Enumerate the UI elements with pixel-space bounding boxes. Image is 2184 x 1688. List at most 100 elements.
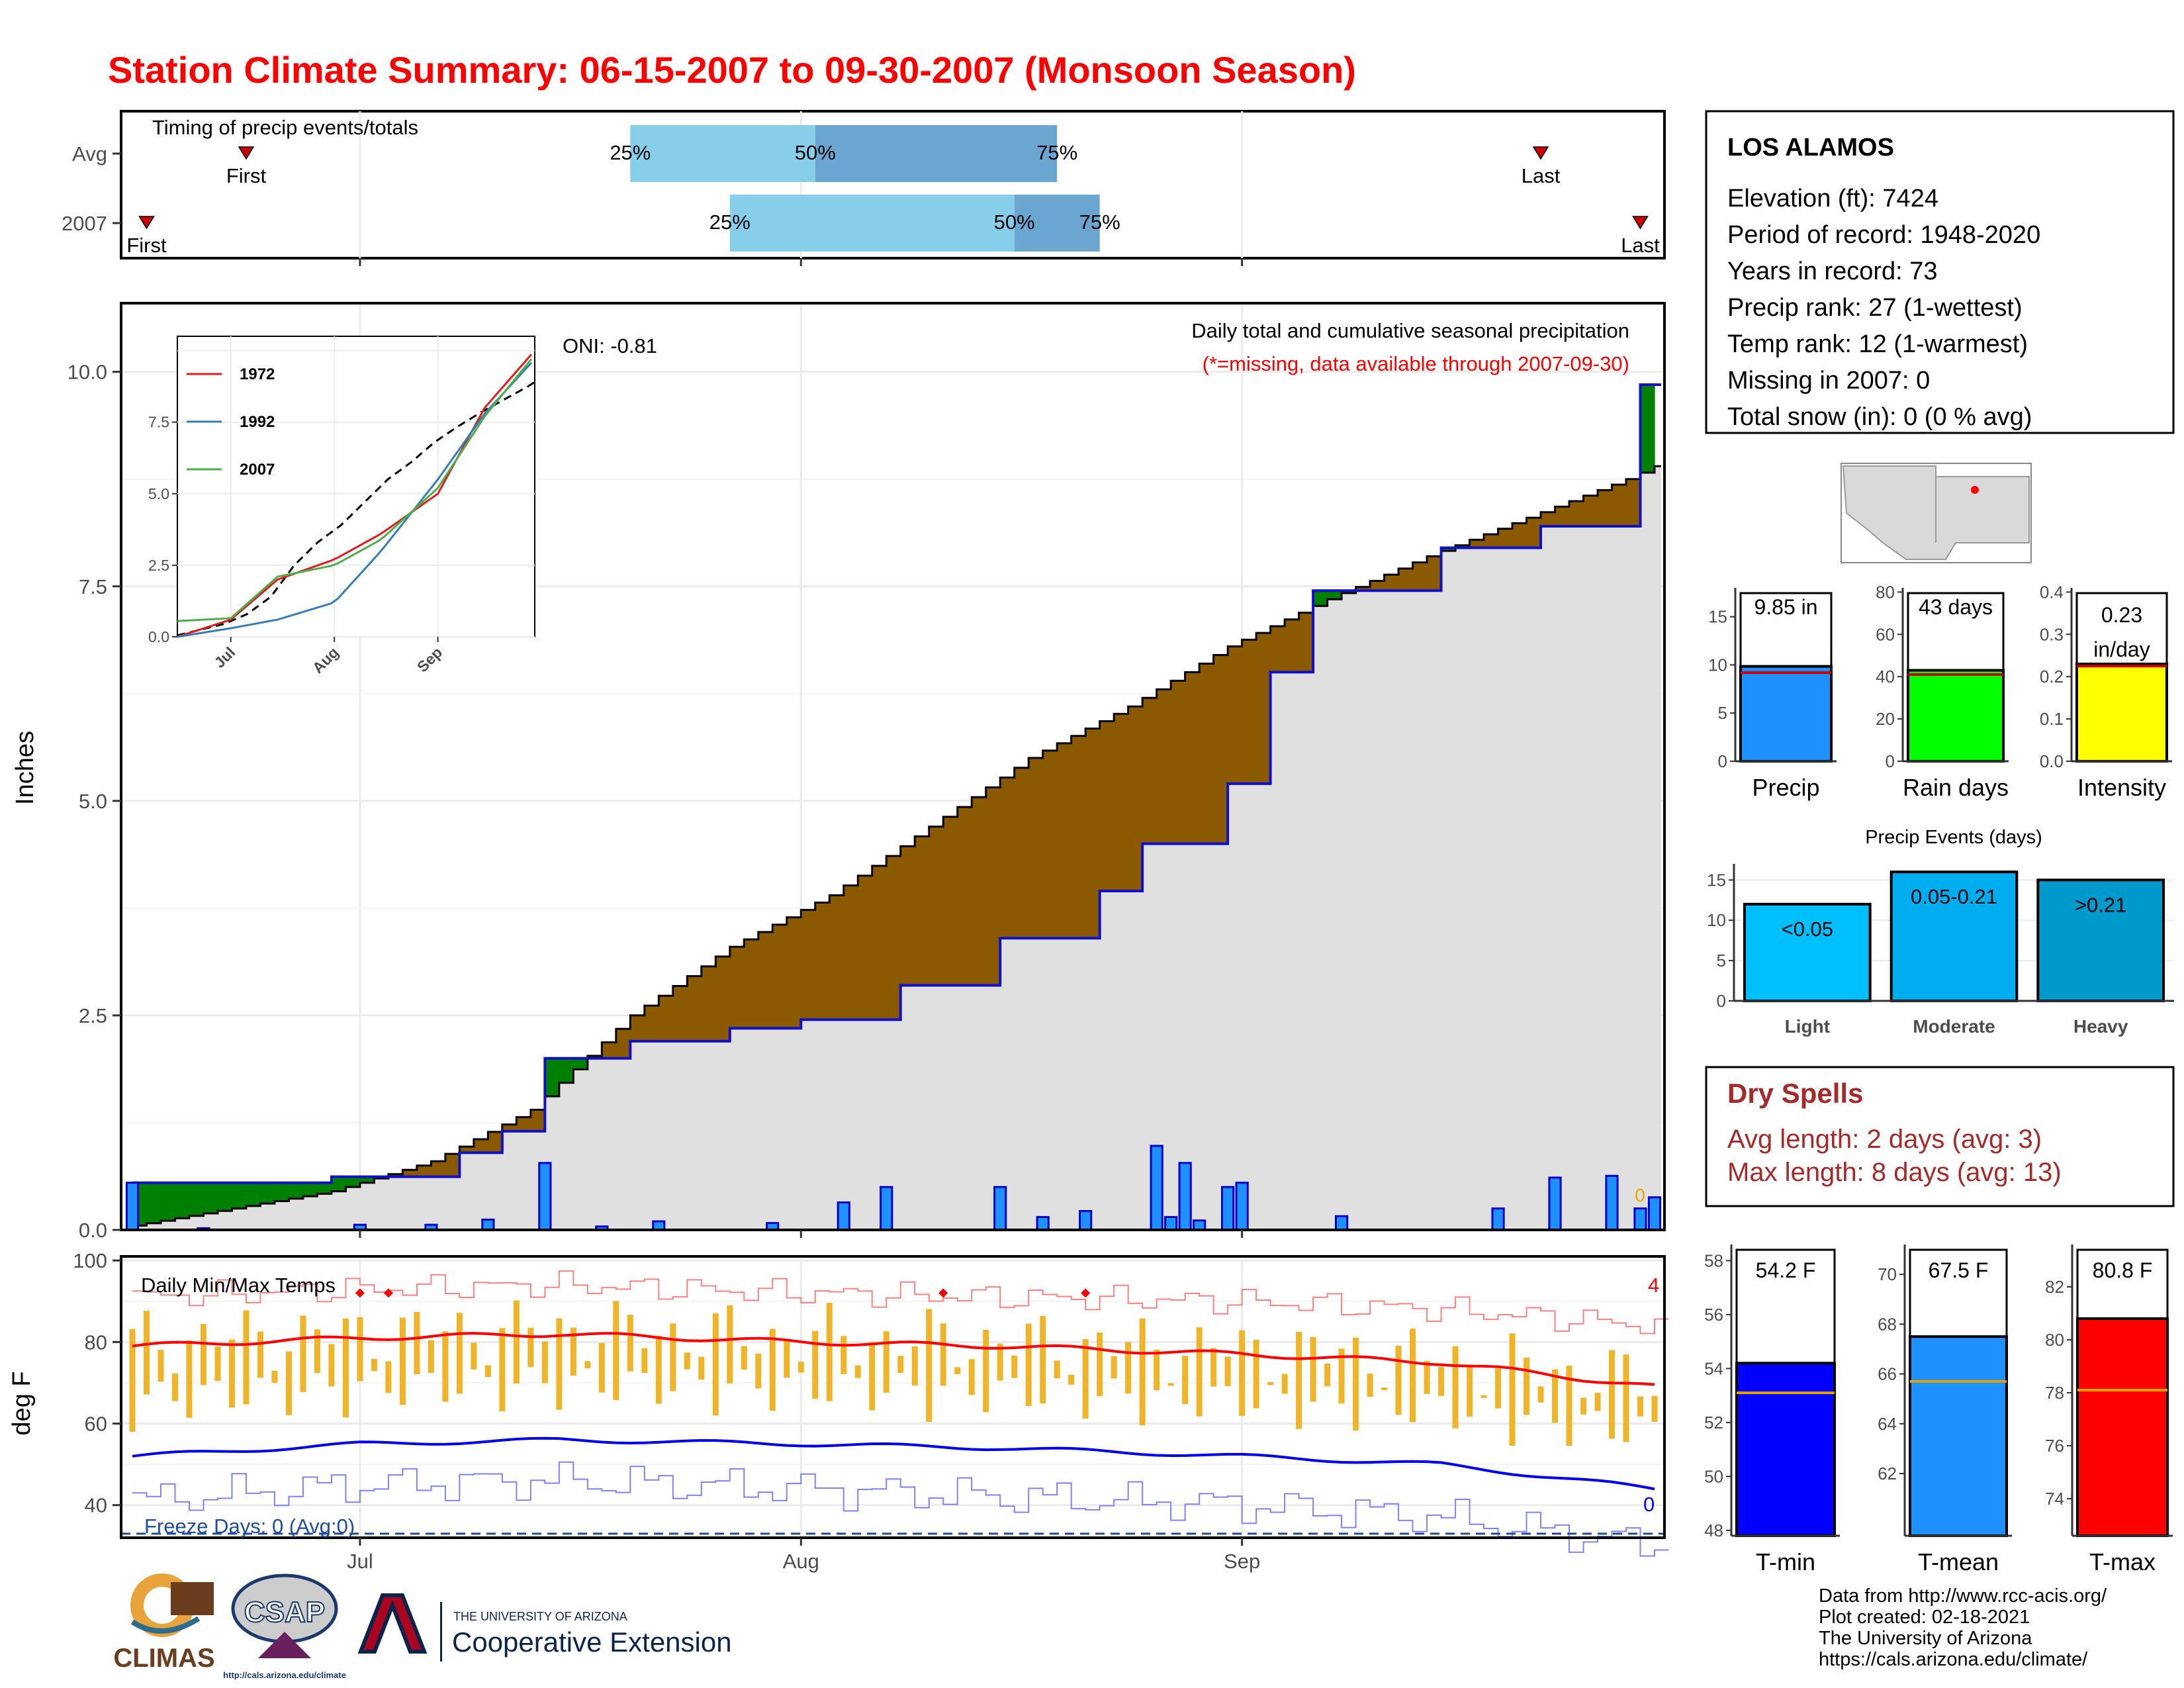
summary-bar-label: Precip bbox=[1752, 774, 1819, 801]
timing-bar-q2 bbox=[1014, 195, 1100, 252]
above-average-area bbox=[345, 1176, 361, 1188]
inset-border bbox=[177, 336, 535, 637]
locator-map bbox=[1841, 463, 2032, 563]
summary-value-unit: in/day bbox=[2093, 637, 2150, 661]
daily-temp-range-bar bbox=[513, 1300, 520, 1384]
summary-remaining-box bbox=[2075, 592, 2168, 665]
summary-bar-chart-rain-days: 0 20 40 60 80 Rain days 43 days bbox=[1876, 582, 2009, 801]
ua-logo-university: THE UNIVERSITY OF ARIZONA bbox=[453, 1610, 627, 1623]
daily-precip-bar bbox=[1335, 1215, 1349, 1231]
below-average-area bbox=[530, 1109, 545, 1131]
below-average-area bbox=[1128, 706, 1143, 891]
average-min-temp-line bbox=[132, 1436, 1655, 1491]
timing-p75-label: 75% bbox=[1036, 141, 1077, 164]
station-info-line: Period of record: 1948-2020 bbox=[1727, 221, 2040, 249]
daily-temp-range-bar bbox=[271, 1370, 278, 1383]
daily-temp-range-bar bbox=[456, 1313, 463, 1394]
summary-bar-label: T-mean bbox=[1918, 1548, 1999, 1575]
temp-y-tick-label: 100 bbox=[73, 1249, 107, 1272]
above-average-area bbox=[545, 1058, 560, 1097]
daily-temp-range-bar bbox=[1467, 1365, 1473, 1417]
above-average-area bbox=[232, 1182, 247, 1209]
daily-temp-range-bar bbox=[755, 1353, 762, 1389]
daily-temp-range-bar bbox=[1139, 1318, 1146, 1426]
events-y-tick-label: 10 bbox=[1707, 910, 1726, 930]
daily-temp-range-bar bbox=[1296, 1331, 1302, 1429]
daily-temp-range-bar bbox=[854, 1365, 861, 1378]
daily-temp-range-bar bbox=[399, 1317, 406, 1405]
below-average-area bbox=[1512, 523, 1527, 548]
station-info-line: Missing in 2007: 0 bbox=[1727, 367, 1930, 395]
daily-temp-range-bar bbox=[1097, 1333, 1103, 1397]
below-average-area bbox=[1185, 672, 1200, 844]
summary-y-tick-label: 74 bbox=[2045, 1489, 2064, 1509]
below-average-area bbox=[801, 910, 816, 1020]
station-info-line: Total snow (in): 0 (0 % avg) bbox=[1727, 403, 2032, 431]
precip-event-bar bbox=[2036, 878, 2165, 1002]
below-average-area bbox=[1057, 743, 1072, 939]
record-high-marker bbox=[938, 1288, 948, 1298]
below-average-area bbox=[687, 976, 702, 1041]
summary-y-tick-label: 80 bbox=[2045, 1330, 2064, 1350]
daily-precip-bar bbox=[1647, 1196, 1662, 1231]
daily-temp-range-bar bbox=[712, 1313, 719, 1416]
below-average-area bbox=[630, 1015, 645, 1041]
summary-value-bar bbox=[2076, 1317, 2169, 1537]
footer-line-url: https://cals.arizona.edu/climate/ bbox=[1819, 1649, 2088, 1670]
daily-temp-range-bar bbox=[598, 1342, 605, 1393]
precip-event-label: Heavy bbox=[2073, 1016, 2128, 1037]
below-average-area bbox=[1398, 568, 1414, 591]
last-event-marker bbox=[1632, 216, 1649, 230]
below-average-area bbox=[1156, 689, 1171, 844]
precip-y-tick-label: 0.0 bbox=[79, 1219, 107, 1242]
daily-temp-range-bar bbox=[812, 1331, 819, 1399]
summary-bar-chart-t-min: 48 50 52 54 56 58 T-min 54.2 F bbox=[1704, 1244, 1840, 1575]
above-average-area bbox=[260, 1182, 275, 1204]
daily-temp-range-bar bbox=[1609, 1350, 1615, 1439]
daily-temp-range-bar bbox=[940, 1323, 946, 1386]
daily-temp-range-bar bbox=[1267, 1382, 1274, 1385]
daily-temp-range-bar bbox=[926, 1309, 933, 1422]
precip-y-tick-label: 2.5 bbox=[79, 1004, 107, 1027]
summary-y-tick-label: 58 bbox=[1704, 1250, 1723, 1270]
daily-precip-bar bbox=[993, 1186, 1007, 1231]
page-title: Station Climate Summary: 06-15-2007 to 0… bbox=[108, 49, 1356, 91]
below-average-area bbox=[758, 932, 773, 1029]
below-average-area bbox=[915, 836, 930, 986]
below-average-area bbox=[1541, 512, 1556, 527]
footer-line-created: Plot created: 02-18-2021 bbox=[1819, 1607, 2030, 1628]
daily-temp-range-bar bbox=[527, 1327, 534, 1368]
csap-logo-mountain bbox=[258, 1632, 311, 1658]
record-high-marker bbox=[383, 1288, 393, 1298]
daily-temp-range-bar bbox=[1011, 1355, 1018, 1378]
csap-logo-url: http://cals.arizona.edu/climate bbox=[223, 1670, 346, 1680]
summary-value-bar bbox=[1907, 669, 2005, 763]
daily-temp-range-bar bbox=[869, 1342, 876, 1411]
daily-temp-range-bar bbox=[1025, 1323, 1032, 1407]
below-average-area bbox=[957, 807, 972, 986]
below-average-area bbox=[1014, 767, 1029, 939]
above-average-area bbox=[203, 1182, 218, 1213]
below-average-area bbox=[1199, 663, 1214, 844]
above-average-area bbox=[274, 1182, 290, 1201]
below-average-area bbox=[1099, 721, 1115, 891]
inset-y-tick-label: 7.5 bbox=[148, 414, 169, 431]
precip-events-chart: Precip Events (days) <0.05 Light 0.05-0.21… bbox=[1707, 827, 2174, 1037]
timing-bar-q2 bbox=[815, 125, 1058, 182]
summary-bar-chart-t-max: 74 76 78 80 82 T-max 80.8 F bbox=[2045, 1244, 2173, 1575]
below-average-area bbox=[1427, 556, 1442, 591]
summary-y-tick-label: 54 bbox=[1704, 1358, 1723, 1378]
below-average-area bbox=[1228, 646, 1243, 784]
daily-precip-bar bbox=[1178, 1162, 1192, 1231]
above-average-area bbox=[1640, 385, 1655, 473]
daily-temp-range-bar bbox=[499, 1328, 506, 1411]
record-count: 4 bbox=[1648, 1274, 1659, 1297]
average-cumulative-line bbox=[132, 465, 1661, 1227]
below-average-area bbox=[659, 996, 674, 1041]
temp-y-tick-label: 60 bbox=[85, 1413, 107, 1436]
below-average-area bbox=[431, 1161, 446, 1177]
daily-temp-range-bar bbox=[1509, 1333, 1516, 1446]
daily-temp-range-bar bbox=[285, 1351, 292, 1415]
